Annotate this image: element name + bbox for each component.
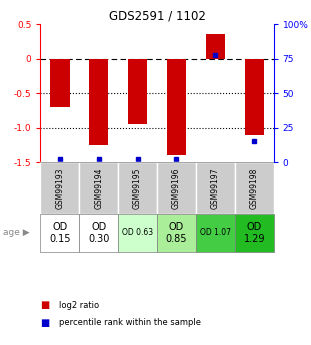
Bar xyxy=(235,214,274,252)
Bar xyxy=(235,162,274,214)
Bar xyxy=(40,214,79,252)
Bar xyxy=(89,59,109,145)
Bar xyxy=(206,34,225,59)
Text: GSM99198: GSM99198 xyxy=(250,167,259,209)
Bar xyxy=(118,162,157,214)
Bar xyxy=(244,59,264,135)
Text: ■: ■ xyxy=(40,300,50,310)
Text: GSM99193: GSM99193 xyxy=(55,167,64,209)
Bar xyxy=(118,214,157,252)
Text: OD
0.15: OD 0.15 xyxy=(49,222,71,244)
Text: OD
0.30: OD 0.30 xyxy=(88,222,109,244)
Text: GSM99195: GSM99195 xyxy=(133,167,142,209)
Text: GSM99197: GSM99197 xyxy=(211,167,220,209)
Bar xyxy=(157,162,196,214)
Text: OD 0.63: OD 0.63 xyxy=(122,228,153,237)
Title: GDS2591 / 1102: GDS2591 / 1102 xyxy=(109,10,206,23)
Text: ■: ■ xyxy=(40,318,50,327)
Bar xyxy=(79,214,118,252)
Bar xyxy=(50,59,70,107)
Text: OD
1.29: OD 1.29 xyxy=(244,222,265,244)
Bar xyxy=(167,59,186,155)
Text: GSM99196: GSM99196 xyxy=(172,167,181,209)
Text: percentile rank within the sample: percentile rank within the sample xyxy=(59,318,201,327)
Text: OD
0.85: OD 0.85 xyxy=(166,222,187,244)
Bar xyxy=(196,162,235,214)
Text: GSM99194: GSM99194 xyxy=(94,167,103,209)
Text: log2 ratio: log2 ratio xyxy=(59,301,99,310)
Bar xyxy=(40,162,79,214)
Bar xyxy=(196,214,235,252)
Text: age ▶: age ▶ xyxy=(3,228,30,237)
Bar xyxy=(157,214,196,252)
Bar xyxy=(128,59,147,124)
Bar xyxy=(79,162,118,214)
Text: OD 1.07: OD 1.07 xyxy=(200,228,231,237)
